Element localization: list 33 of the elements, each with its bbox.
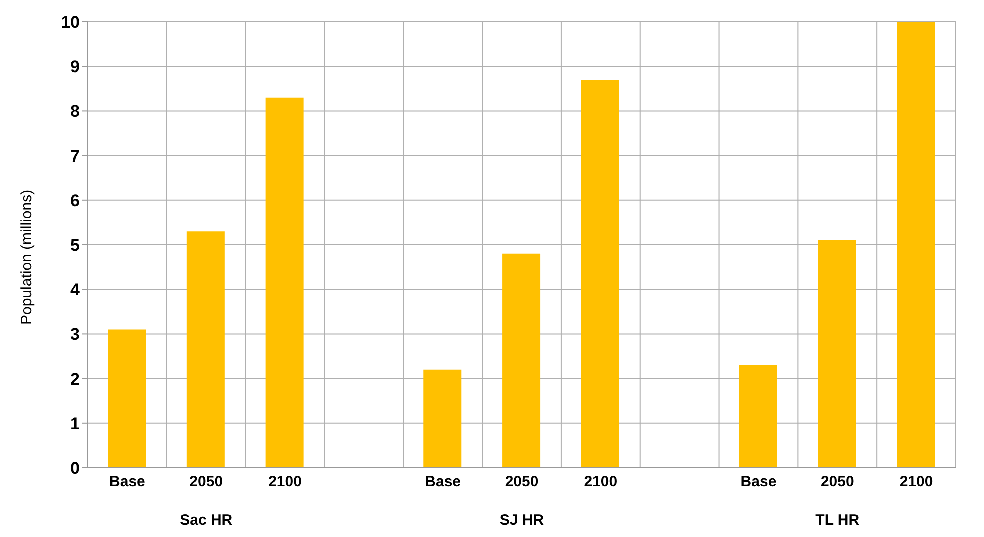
y-axis-title: Population (millions): [18, 190, 36, 325]
y-tick-label: 2: [70, 370, 80, 389]
x-tick-label: 2050: [505, 474, 539, 491]
y-tick-label: 9: [70, 58, 80, 77]
x-tick-label: 2050: [820, 474, 854, 491]
text: SJ HR: [498, 512, 546, 529]
bar: [581, 80, 620, 468]
x-tick-label: 2050: [190, 474, 224, 491]
x-tick-label: Base: [425, 474, 462, 491]
bar: [108, 330, 146, 468]
y-tick-label: 8: [70, 102, 80, 122]
bar: [266, 98, 304, 468]
y-tick-label: 10: [61, 13, 80, 32]
text: Sac HR: [179, 512, 234, 529]
x-tick-label: Base: [110, 474, 146, 491]
text: TL HR: [814, 512, 861, 529]
y-tick-label: 4: [70, 280, 81, 300]
bar: [424, 370, 462, 468]
bar: [502, 254, 541, 468]
y-tick-label: 1: [70, 414, 80, 434]
x-tick-label: 2100: [268, 474, 302, 491]
y-tick-label: 7: [70, 146, 80, 166]
x-tick-label: 2100: [584, 474, 618, 491]
bar: [818, 240, 856, 468]
y-tick-label: 3: [70, 325, 80, 344]
y-tick-label: 6: [70, 191, 80, 210]
bar: [739, 365, 778, 468]
y-tick-label: 5: [70, 236, 80, 256]
y-tick-label: 0: [70, 459, 80, 478]
bar: [186, 232, 225, 468]
x-tick-label: Base: [740, 474, 777, 491]
bar: [897, 22, 936, 468]
x-tick-label: 2100: [900, 474, 934, 491]
